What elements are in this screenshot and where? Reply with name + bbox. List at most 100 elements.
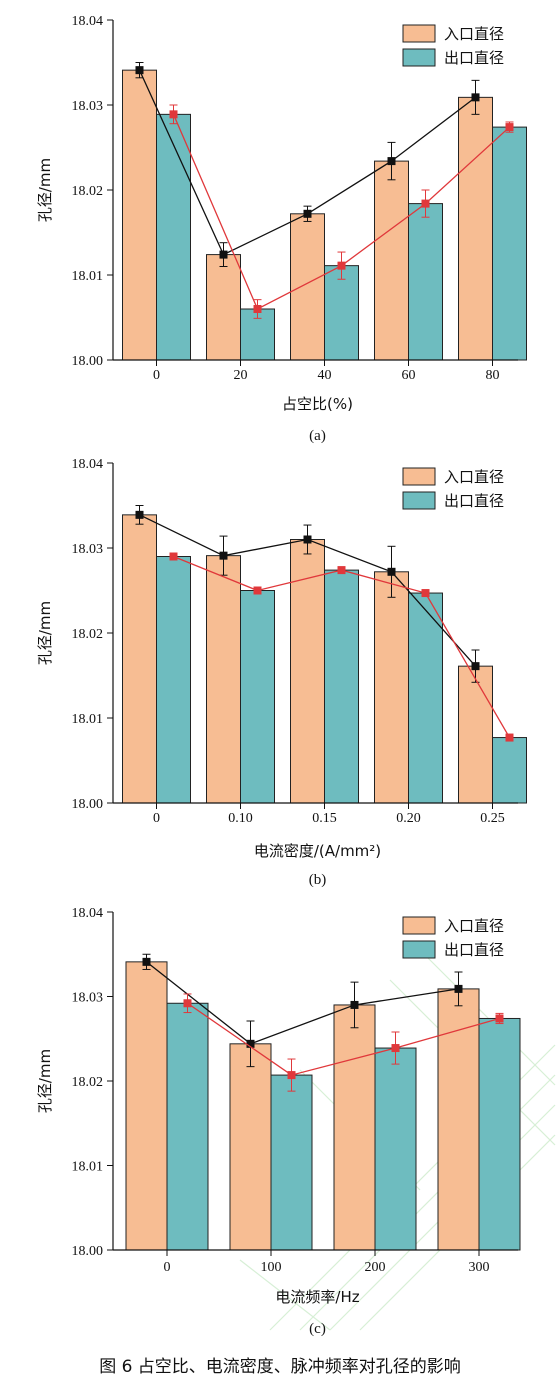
panel-label: (b) xyxy=(309,872,327,888)
outlet-bar xyxy=(374,1047,417,1251)
chart-panel-b: 18.00 18.01 18.02 18.03 18.04 0 0.10 0.15 0.20 0.… xyxy=(36,457,527,888)
inlet-bar xyxy=(374,571,409,804)
x-tick-label: 0 xyxy=(153,811,160,826)
outlet-marker xyxy=(391,1044,400,1053)
outlet-marker xyxy=(253,586,262,595)
legend-swatch-outlet xyxy=(402,940,436,959)
outlet-bar xyxy=(166,1002,209,1251)
inlet-marker xyxy=(387,157,396,166)
y-tick-label: 18.00 xyxy=(72,1244,104,1259)
outlet-bar xyxy=(324,265,359,361)
x-tick-label: 40 xyxy=(318,368,332,383)
inlet-bar xyxy=(333,1004,376,1251)
y-tick-label: 18.02 xyxy=(72,627,104,642)
y-tick-label: 18.02 xyxy=(72,1075,104,1090)
inlet-marker xyxy=(387,567,396,576)
x-axis-title: 占空比(%) xyxy=(282,395,353,413)
chart-panel-a: 18.00 18.01 18.02 18.03 18.04 0 20 40 60 80 孔径/mm 占… xyxy=(36,14,527,444)
x-axis-title: 电流密度/(A/mm²) xyxy=(254,842,381,860)
x-tick-label: 0.25 xyxy=(480,811,505,826)
y-tick-label: 18.00 xyxy=(72,797,104,812)
inlet-bar xyxy=(374,160,409,361)
legend-swatch-inlet xyxy=(402,916,436,935)
inlet-bar xyxy=(229,1043,272,1251)
x-tick-label: 0 xyxy=(153,368,160,383)
inlet-marker xyxy=(219,551,228,560)
inlet-bar xyxy=(206,254,241,361)
outlet-marker xyxy=(183,999,192,1008)
outlet-bar xyxy=(492,737,527,804)
inlet-bar xyxy=(437,988,480,1251)
x-tick-label: 0 xyxy=(164,1260,171,1275)
inlet-bar xyxy=(458,96,493,361)
outlet-marker xyxy=(421,589,430,598)
outlet-marker xyxy=(421,199,430,208)
inlet-marker xyxy=(303,535,312,544)
legend-label-outlet: 出口直径 xyxy=(444,49,504,67)
y-axis-title: 孔径/mm xyxy=(36,601,54,665)
outlet-marker xyxy=(505,733,514,742)
outlet-bar xyxy=(408,592,443,804)
outlet-marker xyxy=(495,1014,504,1023)
inlet-bar xyxy=(122,514,157,804)
legend-swatch-inlet xyxy=(402,467,436,486)
outlet-bar xyxy=(408,203,443,361)
x-axis-title: 电流频率/Hz xyxy=(275,1288,359,1306)
y-tick-label: 18.01 xyxy=(72,1160,104,1175)
y-tick-label: 18.04 xyxy=(72,906,104,921)
figure-caption: 图 6 占空比、电流密度、脉冲频率对孔径的影响 xyxy=(99,1357,461,1377)
x-tick-label: 0.15 xyxy=(312,811,337,826)
x-tick-label: 200 xyxy=(365,1260,386,1275)
outlet-bar xyxy=(156,113,191,361)
inlet-marker xyxy=(471,93,480,102)
x-tick-label: 0.20 xyxy=(396,811,421,826)
legend-swatch-outlet xyxy=(402,491,436,510)
x-tick-label: 80 xyxy=(486,368,500,383)
inlet-marker xyxy=(454,984,463,993)
inlet-marker xyxy=(135,66,144,75)
legend-label-inlet: 入口直径 xyxy=(444,25,504,43)
inlet-marker xyxy=(219,250,228,259)
outlet-marker xyxy=(337,261,346,270)
legend-swatch-inlet xyxy=(402,24,436,43)
y-tick-label: 18.04 xyxy=(72,457,104,472)
panel-label: (c) xyxy=(309,1321,326,1337)
outlet-bar xyxy=(478,1017,521,1251)
outlet-marker xyxy=(253,305,262,313)
inlet-bar xyxy=(290,213,325,361)
x-tick-label: 0.10 xyxy=(228,811,253,826)
outlet-trend-line xyxy=(187,1002,500,1076)
legend-label-outlet: 出口直径 xyxy=(444,492,504,510)
figure-canvas: 18.00 18.01 18.02 18.03 18.04 0 20 40 60 80 孔径/mm 占… xyxy=(36,14,556,1337)
outlet-marker xyxy=(169,110,178,119)
y-tick-label: 18.04 xyxy=(72,14,104,29)
y-axis-title: 孔径/mm xyxy=(36,1049,54,1113)
inlet-marker xyxy=(350,1000,359,1009)
chart-panel-c: 18.00 18.01 18.02 18.03 18.04 0 100 200 300 孔径/mm… xyxy=(36,906,521,1337)
inlet-bar xyxy=(206,555,241,804)
y-tick-label: 18.03 xyxy=(72,99,104,114)
x-tick-label: 300 xyxy=(469,1260,490,1275)
legend-label-inlet: 入口直径 xyxy=(444,468,504,486)
outlet-bar xyxy=(492,126,527,361)
x-tick-label: 100 xyxy=(261,1260,282,1275)
outlet-bar xyxy=(270,1074,313,1251)
y-tick-label: 18.00 xyxy=(72,354,104,369)
inlet-bar xyxy=(458,665,493,804)
y-axis-title: 孔径/mm xyxy=(36,158,54,222)
inlet-marker xyxy=(246,1039,255,1048)
y-tick-label: 18.01 xyxy=(72,712,104,727)
legend-swatch-outlet xyxy=(402,48,436,67)
inlet-marker xyxy=(471,662,480,671)
y-tick-label: 18.03 xyxy=(72,991,104,1006)
outlet-marker xyxy=(505,123,514,132)
inlet-marker xyxy=(142,957,151,966)
watermark-line xyxy=(239,1259,331,1331)
x-tick-label: 60 xyxy=(402,368,416,383)
y-tick-label: 18.02 xyxy=(72,184,104,199)
outlet-bar xyxy=(156,556,191,804)
y-tick-label: 18.03 xyxy=(72,542,104,557)
outlet-marker xyxy=(337,566,346,575)
